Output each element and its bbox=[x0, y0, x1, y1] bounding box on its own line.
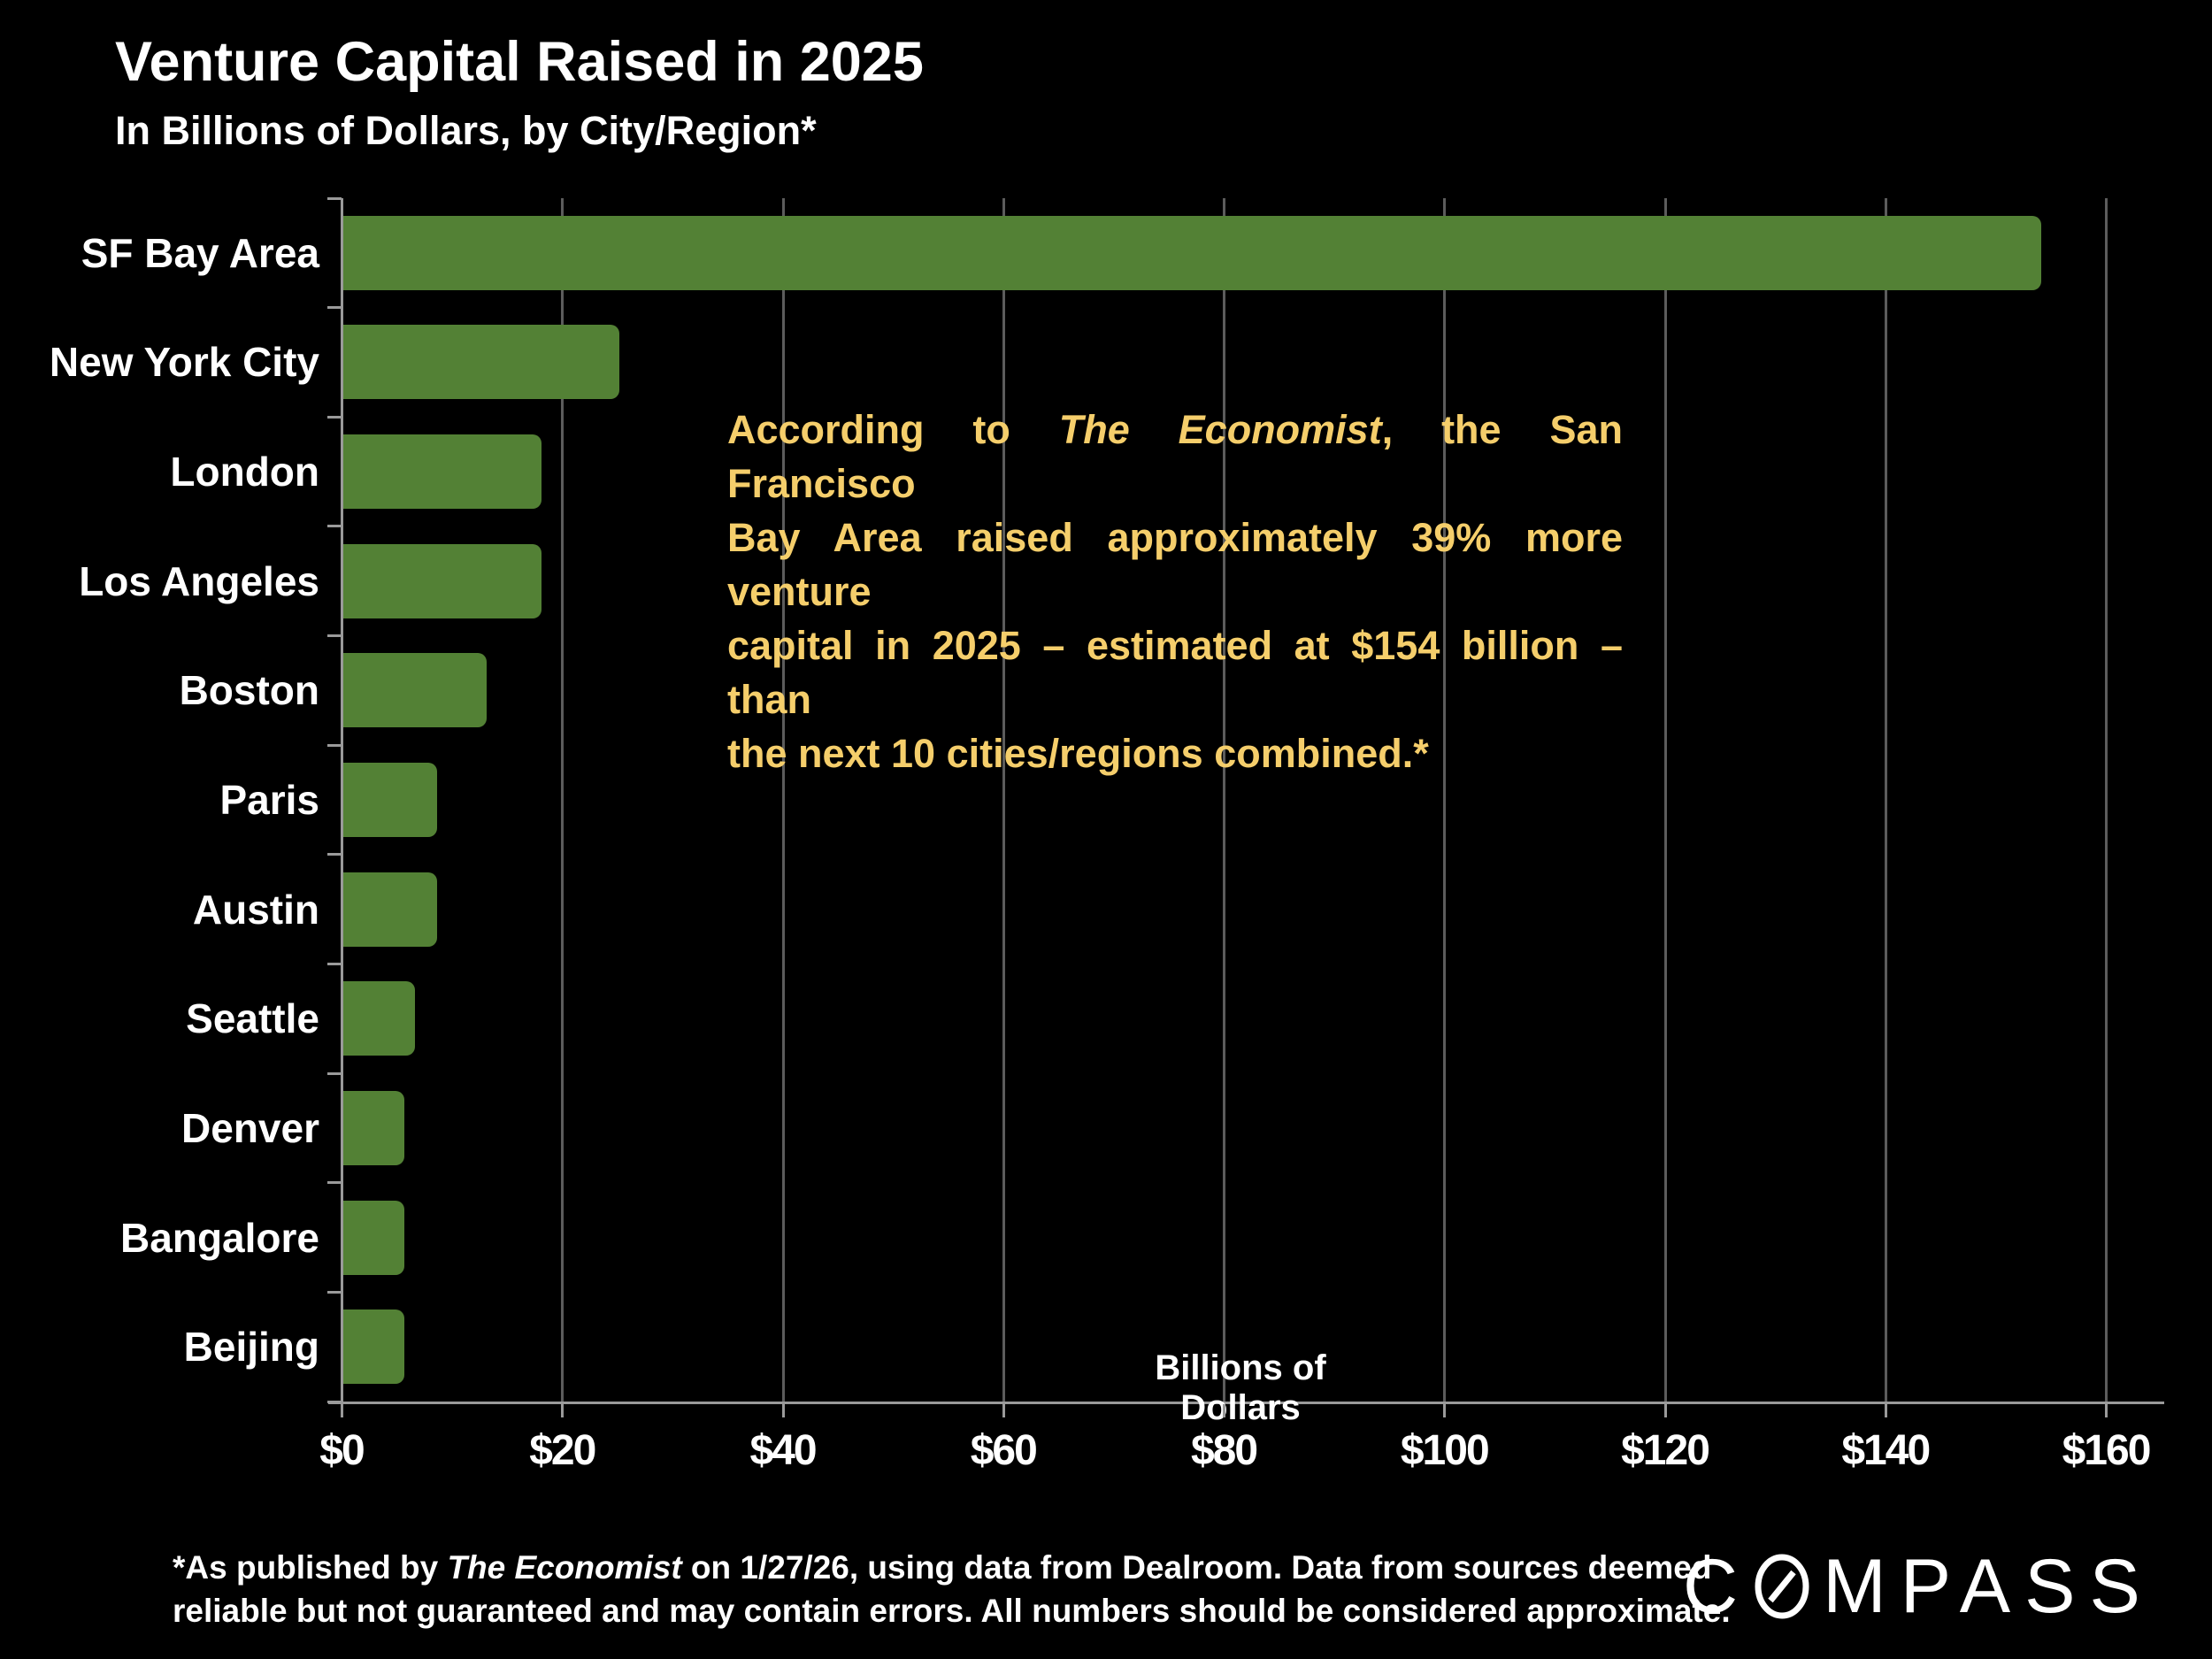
y-tick-0 bbox=[327, 196, 342, 200]
gridline-40 bbox=[781, 198, 785, 1402]
bar-new-york-city bbox=[343, 325, 619, 400]
x-tick-label-80: $80 bbox=[1190, 1427, 1258, 1474]
x-tick-80 bbox=[1223, 1404, 1225, 1417]
x-tick-label-40: $40 bbox=[749, 1427, 817, 1474]
callout-text: According to The Economist, the San Fran… bbox=[727, 403, 1623, 780]
gridline-20 bbox=[561, 198, 565, 1402]
y-tick-1 bbox=[327, 306, 342, 310]
x-tick-label-100: $100 bbox=[1400, 1427, 1490, 1474]
bar-denver bbox=[343, 1090, 404, 1165]
page-subtitle: In Billions of Dollars, by City/Region* bbox=[115, 108, 817, 153]
x-tick-40 bbox=[781, 1404, 785, 1417]
gridline-100 bbox=[1443, 198, 1447, 1402]
gridline-140 bbox=[1884, 198, 1887, 1402]
page-title: Venture Capital Raised in 2025 bbox=[115, 31, 924, 93]
bar-bangalore bbox=[343, 1200, 404, 1275]
bar-seattle bbox=[343, 981, 415, 1056]
x-axis-line bbox=[328, 1402, 2164, 1404]
category-label-austin: Austin bbox=[192, 886, 319, 933]
category-label-bangalore: Bangalore bbox=[120, 1214, 319, 1261]
category-label-boston: Boston bbox=[179, 667, 319, 714]
x-tick-140 bbox=[1884, 1404, 1887, 1417]
bar-los-angeles bbox=[343, 543, 542, 618]
category-label-paris: Paris bbox=[219, 776, 319, 823]
gridline-60 bbox=[1002, 198, 1005, 1402]
category-label-denver: Denver bbox=[181, 1104, 319, 1151]
x-tick-100 bbox=[1443, 1404, 1447, 1417]
category-axis-labels: SF Bay Area New York City London Los Angele… bbox=[0, 198, 319, 1402]
x-tick-0 bbox=[341, 1404, 343, 1417]
y-tick-2 bbox=[327, 415, 342, 419]
bar-paris bbox=[343, 763, 437, 837]
footnote-line-2: reliable but not guaranteed and may cont… bbox=[173, 1593, 1731, 1629]
x-tick-60 bbox=[1002, 1404, 1005, 1417]
category-label-london: London bbox=[170, 449, 319, 495]
y-tick-9 bbox=[327, 1181, 342, 1185]
logo-letter-c: C bbox=[1683, 1543, 1753, 1629]
footnote: *As published by The Economist on 1/27/2… bbox=[173, 1546, 1731, 1632]
y-tick-11 bbox=[327, 1400, 342, 1403]
x-tick-label-160: $160 bbox=[2062, 1427, 2152, 1474]
y-tick-7 bbox=[327, 962, 342, 965]
bar-boston bbox=[343, 653, 487, 728]
footnote-line-1: *As published by The Economist on 1/27/2… bbox=[173, 1549, 1712, 1586]
y-axis-line bbox=[341, 198, 343, 1404]
compass-logo: C MPASS bbox=[1683, 1544, 2154, 1629]
y-tick-5 bbox=[327, 743, 342, 747]
compass-o-icon bbox=[1755, 1554, 1809, 1619]
x-tick-label-120: $120 bbox=[1621, 1427, 1710, 1474]
x-tick-label-0: $0 bbox=[319, 1427, 365, 1474]
x-tick-label-140: $140 bbox=[1841, 1427, 1931, 1474]
callout-line-1: According to The Economist, the San Fran… bbox=[727, 407, 1623, 506]
gridline-160 bbox=[2105, 198, 2108, 1402]
x-tick-160 bbox=[2105, 1404, 2108, 1417]
bar-beijing bbox=[343, 1310, 404, 1385]
callout-line-4: the next 10 cities/regions combined.* bbox=[727, 731, 1429, 776]
x-axis-title: Billions of Dollars bbox=[1155, 1348, 1326, 1427]
y-tick-4 bbox=[327, 634, 342, 638]
gridline-80 bbox=[1223, 198, 1225, 1402]
callout-line-3: capital in 2025 – estimated at $154 bill… bbox=[727, 623, 1623, 722]
x-tick-120 bbox=[1663, 1404, 1667, 1417]
gridline-120 bbox=[1663, 198, 1667, 1402]
category-label-beijing: Beijing bbox=[183, 1324, 319, 1371]
bar-sf-bay-area bbox=[343, 215, 2042, 290]
category-label-new-york-city: New York City bbox=[49, 339, 319, 386]
y-tick-8 bbox=[327, 1071, 342, 1075]
plot-area: Billions of Dollars bbox=[343, 198, 2159, 1427]
x-tick-label-20: $20 bbox=[529, 1427, 596, 1474]
y-tick-6 bbox=[327, 853, 342, 856]
category-label-seattle: Seattle bbox=[186, 995, 319, 1042]
category-label-sf-bay-area: SF Bay Area bbox=[81, 229, 319, 276]
category-label-los-angeles: Los Angeles bbox=[79, 557, 319, 604]
bar-austin bbox=[343, 872, 437, 947]
y-tick-10 bbox=[327, 1290, 342, 1294]
y-tick-3 bbox=[327, 525, 342, 528]
callout-line-2: Bay Area raised approximately 39% more v… bbox=[727, 515, 1623, 614]
x-tick-label-60: $60 bbox=[970, 1427, 1038, 1474]
x-tick-20 bbox=[561, 1404, 565, 1417]
logo-letters-mpass: MPASS bbox=[1823, 1543, 2154, 1629]
bar-london bbox=[343, 434, 542, 510]
